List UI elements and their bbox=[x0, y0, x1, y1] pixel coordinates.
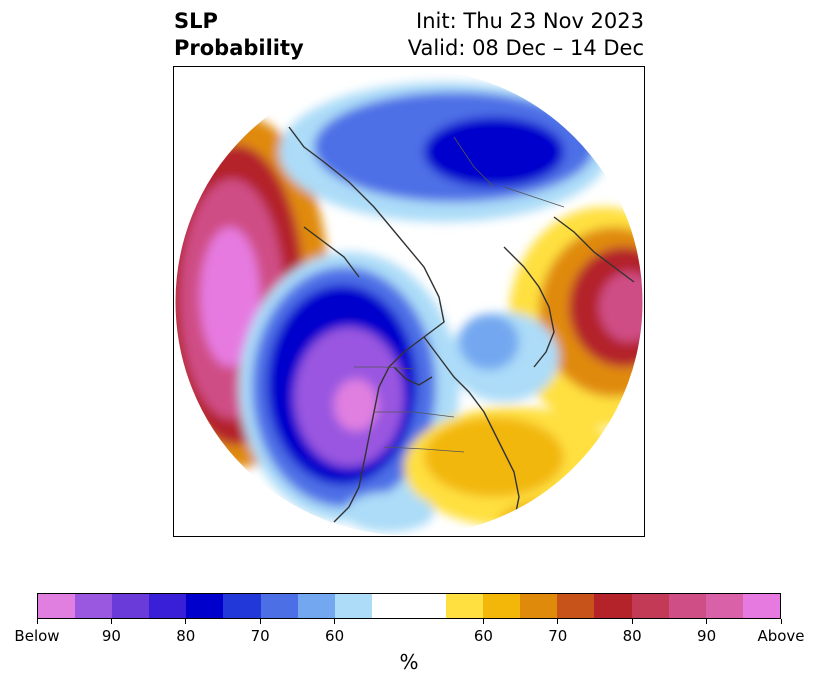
probability-map bbox=[173, 66, 645, 537]
colorbar-tick-label: 60 bbox=[473, 627, 493, 645]
colorbar-segment bbox=[557, 594, 595, 618]
colorbar-segment bbox=[149, 594, 187, 618]
subtropical-below bbox=[344, 492, 434, 532]
atlantic-above-mid bbox=[424, 417, 564, 497]
colorbar-segment bbox=[260, 594, 298, 618]
colorbar-tick-label: Below bbox=[14, 627, 60, 645]
init-date: Init: Thu 23 Nov 2023 bbox=[416, 9, 644, 33]
probability-field bbox=[175, 68, 643, 536]
colorbar-label: % bbox=[399, 650, 419, 674]
colorbar-segment bbox=[742, 594, 780, 618]
colorbar-tick bbox=[780, 619, 782, 624]
colorbar-segment bbox=[483, 594, 521, 618]
colorbar-segment bbox=[75, 594, 113, 618]
country-borders bbox=[354, 136, 565, 453]
colorbar-segment bbox=[408, 594, 447, 618]
map-title: SLP Probability bbox=[174, 8, 304, 62]
polar-map-svg bbox=[174, 67, 644, 536]
colorbar-tick-label: 80 bbox=[622, 627, 642, 645]
colorbar-tick-label: 60 bbox=[325, 627, 345, 645]
colorbar-segment bbox=[668, 594, 706, 618]
title-variable: SLP bbox=[174, 9, 218, 33]
colorbar-segment bbox=[223, 594, 261, 618]
atlantic-below-mid bbox=[459, 314, 519, 370]
colorbar-segment bbox=[631, 594, 669, 618]
colorbar-tick bbox=[110, 619, 112, 624]
colorbar-tick-label: 90 bbox=[101, 627, 121, 645]
map-edge bbox=[174, 67, 644, 536]
colorbar-tick-label: 70 bbox=[250, 627, 270, 645]
colorbar-segment bbox=[446, 594, 484, 618]
colorbar-tick bbox=[259, 619, 261, 624]
colorbar-segment bbox=[334, 594, 372, 618]
colorbar-tick-label: 70 bbox=[548, 627, 568, 645]
colorbar-tick bbox=[185, 619, 187, 624]
arctic-below-core bbox=[424, 117, 564, 187]
europe-above-peak bbox=[599, 272, 643, 342]
pacific-above-peak bbox=[200, 227, 260, 367]
colorbar-tick bbox=[557, 619, 559, 624]
colorbar-tick-label: 90 bbox=[697, 627, 717, 645]
colorbar-segment bbox=[705, 594, 743, 618]
valid-range: Valid: 08 Dec – 14 Dec bbox=[407, 36, 644, 60]
colorbar-tick bbox=[334, 619, 336, 624]
namerica-below-peak bbox=[334, 379, 378, 431]
colorbar-segment bbox=[297, 594, 335, 618]
colorbar-tick-label: Above bbox=[757, 627, 805, 645]
colorbar-tick-label: 80 bbox=[176, 627, 196, 645]
colorbar bbox=[37, 593, 781, 619]
colorbar-tick bbox=[482, 619, 484, 624]
colorbar-tick bbox=[706, 619, 708, 624]
colorbar-tick bbox=[631, 619, 633, 624]
colorbar-segment bbox=[371, 594, 409, 618]
map-dates: Init: Thu 23 Nov 2023 Valid: 08 Dec – 14… bbox=[408, 8, 644, 62]
colorbar-tick bbox=[36, 619, 38, 624]
colorbar-segment bbox=[520, 594, 558, 618]
colorbar-segment bbox=[186, 594, 224, 618]
title-metric: Probability bbox=[174, 36, 304, 60]
coastlines bbox=[288, 126, 635, 523]
colorbar-segment bbox=[38, 594, 76, 618]
colorbar-segment bbox=[594, 594, 632, 618]
colorbar-segment bbox=[112, 594, 150, 618]
